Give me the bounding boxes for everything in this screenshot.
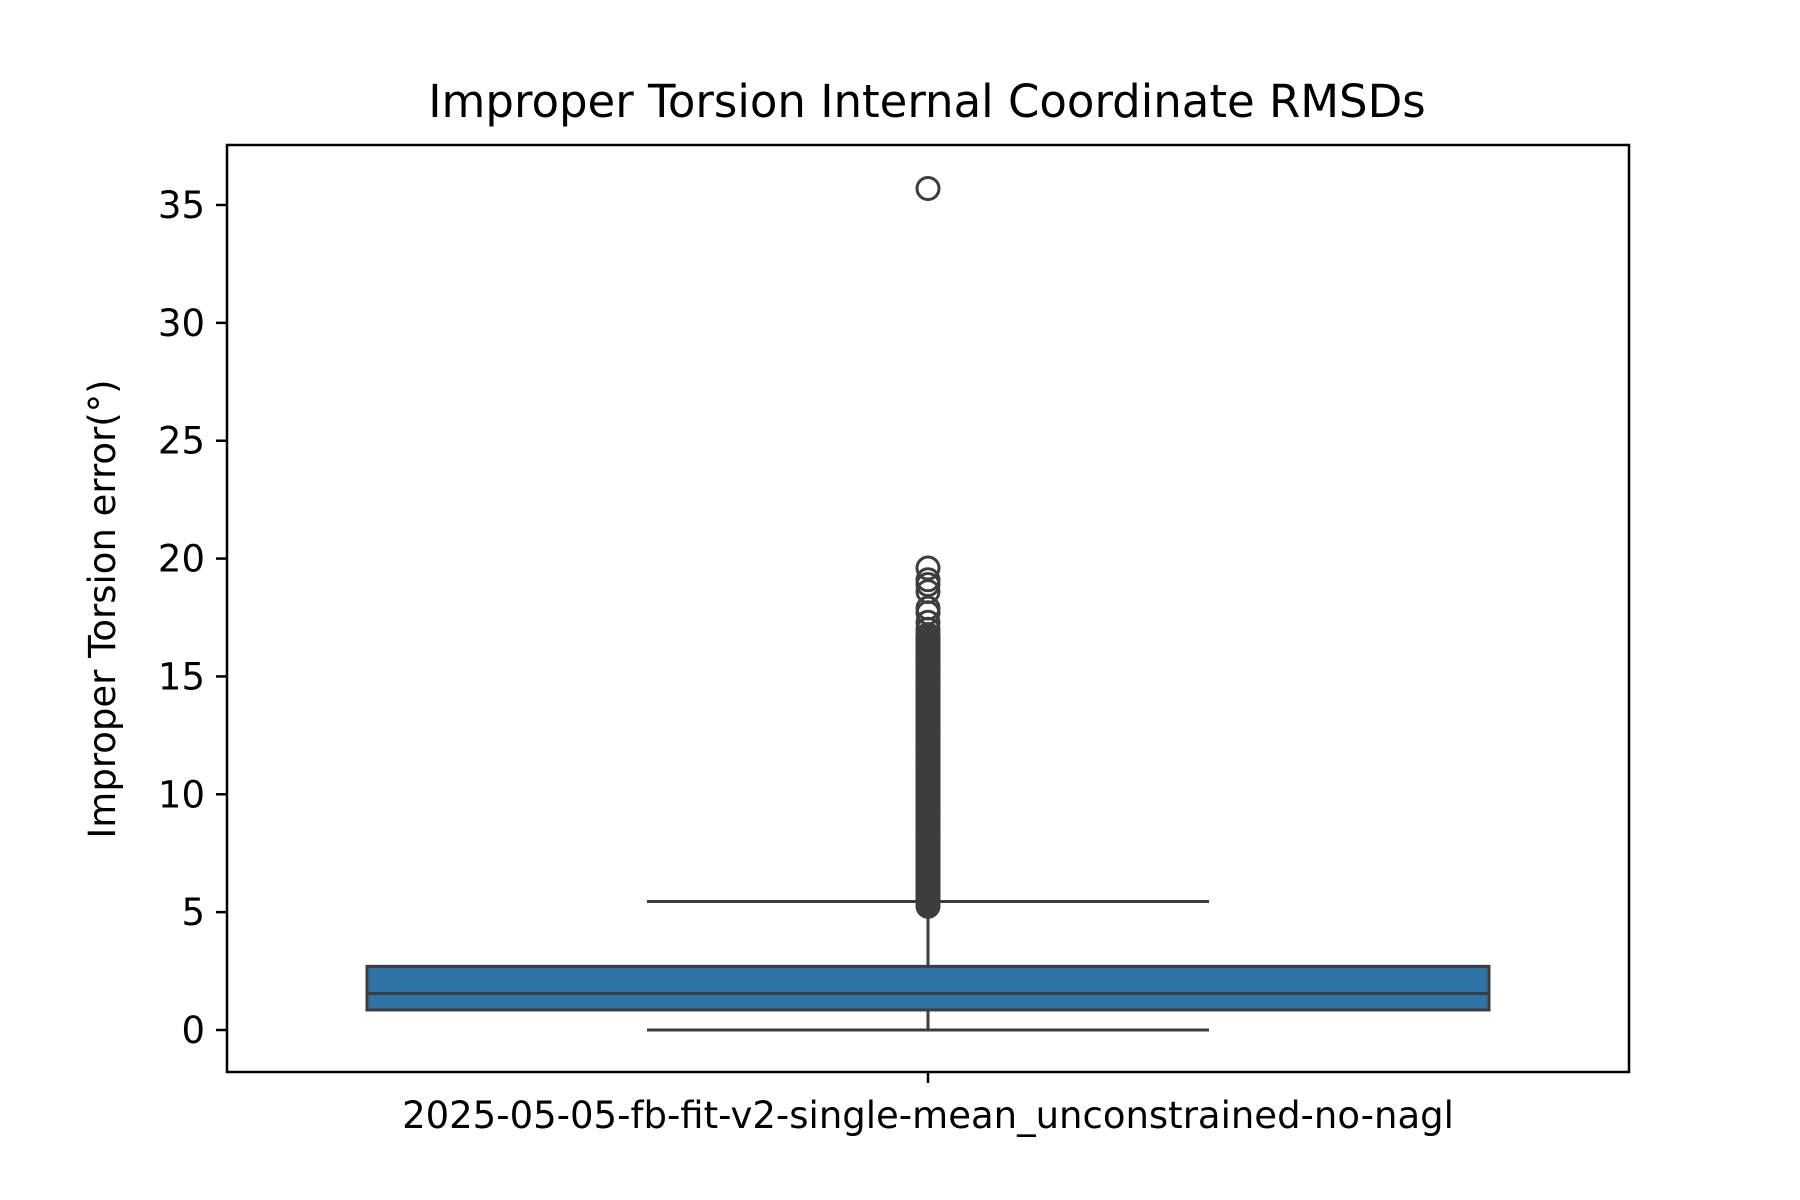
- outlier-point: [915, 852, 941, 878]
- outlier-point: [915, 628, 941, 654]
- outlier-point: [915, 817, 941, 843]
- x-tick-label: 2025-05-05-fb-fit-v2-single-mean_unconst…: [402, 1094, 1454, 1137]
- outlier-point: [915, 734, 941, 760]
- outlier-point: [915, 840, 941, 866]
- outlier-point: [915, 781, 941, 807]
- outlier-point: [915, 675, 941, 701]
- outlier-point: [915, 567, 941, 593]
- y-tick-label: 5: [181, 891, 205, 934]
- plot-layer: [365, 176, 1491, 1032]
- y-tick-label: 10: [158, 773, 205, 816]
- x-axis: 2025-05-05-fb-fit-v2-single-mean_unconst…: [402, 1072, 1454, 1137]
- outlier-point: [915, 871, 941, 897]
- outlier-point: [915, 595, 941, 621]
- outlier-point: [915, 793, 941, 819]
- y-tick-label: 25: [158, 420, 205, 463]
- outlier-point: [915, 699, 941, 725]
- outlier-point: [915, 880, 941, 906]
- outlier-point: [915, 176, 941, 201]
- chart-title: Improper Torsion Internal Coordinate RMS…: [428, 75, 1425, 128]
- outlier-point: [915, 758, 941, 784]
- y-axis-label: Improper Torsion error(°): [81, 379, 124, 838]
- outlier-point: [915, 805, 941, 831]
- y-axis: 0 5 10 15 20 25 30 35: [158, 184, 227, 1052]
- outlier-point: [915, 722, 941, 748]
- y-tick-label: 0: [181, 1009, 205, 1052]
- outlier-point: [915, 746, 941, 772]
- outlier-point: [915, 609, 941, 635]
- y-tick-label: 35: [158, 184, 205, 227]
- outlier-point: [915, 555, 941, 581]
- outlier-point: [915, 687, 941, 713]
- outlier-point: [915, 887, 941, 913]
- outlier-point: [915, 663, 941, 689]
- y-tick-label: 30: [158, 302, 205, 345]
- outlier-point: [915, 579, 941, 605]
- outlier-point: [915, 652, 941, 678]
- outlier-point: [915, 828, 941, 854]
- outlier-point: [915, 711, 941, 737]
- iqr-box: [365, 964, 1491, 1012]
- outlier-point: [915, 640, 941, 666]
- y-tick-label: 20: [158, 538, 205, 581]
- y-tick-label: 15: [158, 655, 205, 698]
- outlier-point: [915, 770, 941, 795]
